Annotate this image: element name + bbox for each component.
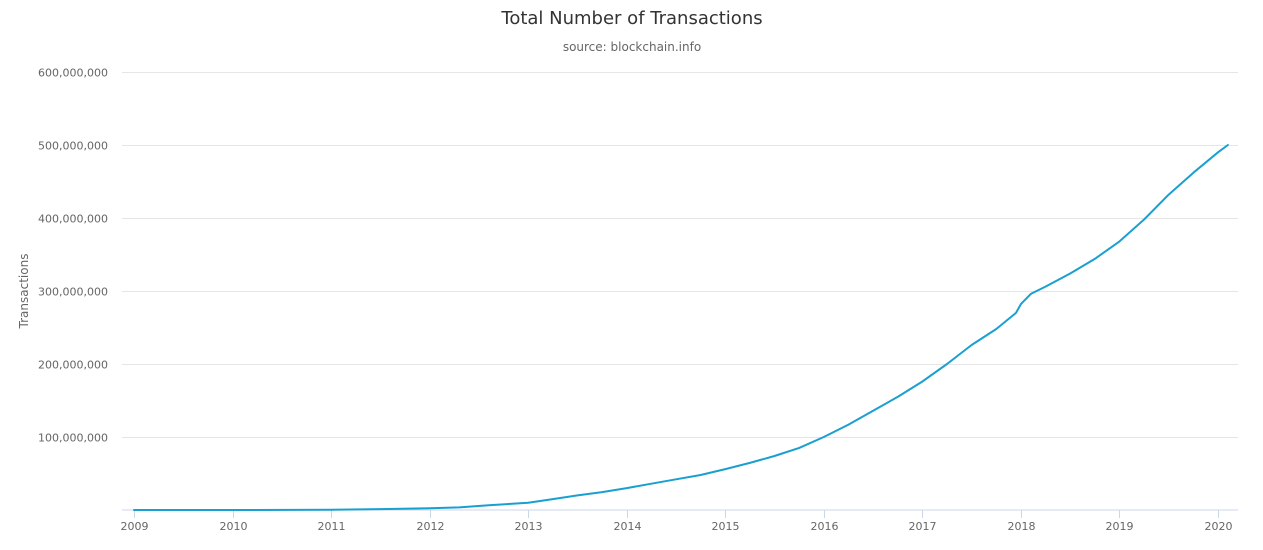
chart-subtitle: source: blockchain.info: [563, 40, 701, 54]
y-tick-label: 200,000,000: [38, 359, 108, 372]
x-tick-label: 2016: [811, 520, 839, 533]
y-tick-label: 100,000,000: [38, 432, 108, 445]
y-tick-label: 300,000,000: [38, 286, 108, 299]
x-tick-label: 2010: [220, 520, 248, 533]
x-tick-label: 2019: [1106, 520, 1134, 533]
y-axis-labels: 100,000,000 200,000,000 300,000,000 400,000…: [38, 67, 108, 445]
y-tick-label: 400,000,000: [38, 213, 108, 226]
chart-title: Total Number of Transactions: [500, 8, 762, 29]
x-tick-label: 2014: [614, 520, 642, 533]
x-tick-label: 2009: [121, 520, 149, 533]
x-tick-label: 2015: [712, 520, 740, 533]
grid-lines: [122, 72, 1238, 438]
x-axis-ticks: [134, 510, 1219, 518]
x-tick-label: 2012: [417, 520, 445, 533]
x-axis-labels: 2009 2010 2011 2012 2013 2014 2015 2016 2017 2018…: [121, 520, 1233, 533]
x-tick-label: 2017: [909, 520, 937, 533]
y-axis-title: Transactions: [17, 254, 31, 330]
series-line: [133, 144, 1229, 511]
series-layer: [133, 144, 1229, 511]
x-tick-label: 2018: [1008, 520, 1036, 533]
x-tick-label: 2011: [318, 520, 346, 533]
x-tick-label: 2020: [1205, 520, 1233, 533]
y-tick-label: 500,000,000: [38, 140, 108, 153]
y-tick-label: 600,000,000: [38, 67, 108, 80]
x-tick-label: 2013: [515, 520, 543, 533]
